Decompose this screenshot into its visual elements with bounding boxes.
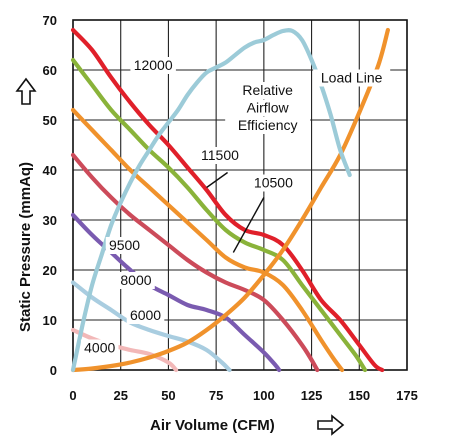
annotation-leader-line <box>232 197 265 253</box>
x-axis-arrow-icon <box>317 414 345 436</box>
x-tick-labels: 0 25 50 75 100 125 150 175 <box>69 388 417 403</box>
annotation-background <box>250 174 297 192</box>
x-tick-label: 100 <box>253 388 275 403</box>
annotation-background <box>130 57 176 74</box>
annotation-layer: 12000 11500 10500 9500 8000 6000 4000 Relative A… <box>80 57 391 357</box>
annotation-background <box>225 117 311 134</box>
series-line-relative-airflow-efficiency <box>70 28 352 373</box>
series-layer <box>70 27 390 373</box>
annotation-leader-line <box>206 171 229 189</box>
annotation-background <box>80 339 119 357</box>
y-tick-label: 10 <box>43 313 57 328</box>
y-tick-label: 70 <box>43 13 57 28</box>
annotation-label: Airflow <box>247 100 290 116</box>
annotation-label: Load Line <box>321 70 383 86</box>
y-tick-label: 30 <box>43 213 57 228</box>
annotation-label: 11500 <box>201 147 239 163</box>
annotation-background <box>197 147 243 164</box>
y-tick-labels: 0 10 20 30 40 50 60 70 <box>43 13 57 378</box>
annotation-label: 6000 <box>130 307 161 323</box>
x-tick-label: 125 <box>301 388 323 403</box>
x-tick-label: 50 <box>161 388 175 403</box>
x-axis-title: Air Volume (CFM) <box>150 417 275 434</box>
annotation-background <box>233 82 303 99</box>
series-line-6000 <box>70 280 232 373</box>
series-line-4000 <box>70 327 179 373</box>
series-line-12000 <box>70 27 385 373</box>
annotation-background <box>126 307 165 324</box>
plot-border <box>72 19 408 371</box>
x-tick-label: 150 <box>348 388 370 403</box>
annotation-label: 8000 <box>120 272 151 288</box>
y-tick-label: 50 <box>43 113 57 128</box>
annotation-label: 10500 <box>254 175 293 191</box>
annotation-background <box>105 237 144 254</box>
annotation-label: 4000 <box>84 340 115 356</box>
series-line-9500 <box>70 152 320 373</box>
y-tick-label: 60 <box>43 63 57 78</box>
series-line-11500 <box>70 57 368 373</box>
y-tick-label: 0 <box>50 363 57 378</box>
annotation-label: Relative <box>242 82 293 98</box>
series-line-10500 <box>70 107 345 373</box>
y-tick-label: 40 <box>43 163 57 178</box>
annotation-label: Efficiency <box>238 117 298 133</box>
x-tick-label: 175 <box>396 388 418 403</box>
y-axis-arrow-icon <box>15 77 37 105</box>
x-tick-label: 75 <box>209 388 223 403</box>
x-tick-label: 0 <box>69 388 76 403</box>
annotation-background <box>313 69 391 87</box>
plot-frame <box>72 19 408 371</box>
y-axis-title: Static Pressure (mmAq) <box>17 162 34 332</box>
y-tick-label: 20 <box>43 263 57 278</box>
annotation-label: 9500 <box>109 237 140 253</box>
annotation-background <box>237 99 299 117</box>
x-tick-label: 25 <box>113 388 127 403</box>
annotation-label: 12000 <box>134 57 173 73</box>
annotation-background <box>117 272 155 289</box>
